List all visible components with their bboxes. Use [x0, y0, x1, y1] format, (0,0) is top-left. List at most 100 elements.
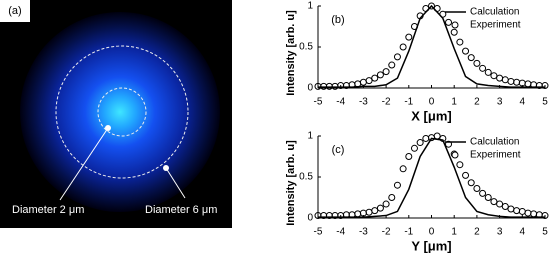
- panel-label: (c): [332, 144, 345, 156]
- experiment-point: [405, 153, 413, 160]
- experiment-point: [433, 132, 441, 140]
- experiment-point: [371, 207, 379, 215]
- experiment-point: [433, 4, 441, 12]
- experiment-point: [354, 80, 362, 88]
- experiment-point: [479, 64, 487, 72]
- panel-label: (a): [8, 5, 21, 17]
- experiment-point: [513, 78, 521, 86]
- experiment-point: [450, 28, 458, 36]
- x-tick-label: -1: [404, 227, 413, 238]
- annotation: Diameter 6 μm: [145, 204, 217, 216]
- experiment-point: [462, 47, 470, 55]
- x-tick-label: -4: [336, 227, 345, 238]
- experiment-point: [365, 77, 373, 85]
- y-tick-label: 0: [307, 83, 313, 94]
- y-axis-title: Intensity [arb. u]: [285, 140, 297, 226]
- experiment-point: [541, 82, 549, 90]
- x-axis-title: X [μm]: [411, 108, 451, 123]
- experiment-point: [462, 171, 470, 179]
- legend-label: Calculation: [470, 7, 519, 18]
- x-tick-label: 4: [520, 227, 526, 238]
- experiment-point: [456, 161, 464, 169]
- x-tick-label: 3: [497, 97, 503, 108]
- experiment-point: [410, 144, 418, 152]
- legend-swatch: [451, 21, 459, 29]
- x-tick-label: 4: [520, 97, 526, 108]
- legend-label: Experiment: [470, 150, 521, 161]
- experiment-point: [513, 207, 521, 215]
- experiment-point: [382, 68, 390, 76]
- x-tick-label: 1: [451, 97, 457, 108]
- experiment-point: [484, 194, 492, 201]
- experiment-point: [473, 59, 481, 67]
- experiment-point: [422, 134, 430, 142]
- x-axis-title: Y [μm]: [411, 238, 451, 253]
- experiment-point: [445, 18, 453, 26]
- x-tick-label: -2: [382, 97, 391, 108]
- legend-label: Calculation: [470, 137, 519, 148]
- image-panel: (a) Diameter 2 μm Diameter 6 μm: [0, 0, 232, 228]
- experiment-point: [541, 212, 549, 220]
- y-axis-title: Intensity [arb. u]: [285, 10, 297, 96]
- experiment-point: [496, 200, 504, 208]
- experiment-point: [376, 204, 384, 212]
- experiment-point: [416, 12, 424, 20]
- experiment-point: [393, 181, 401, 189]
- x-tick-label: 0: [429, 227, 435, 238]
- experiment-point: [501, 203, 509, 211]
- experiment-point: [405, 33, 413, 41]
- legend-label: Experiment: [470, 20, 521, 31]
- y-tick-label: 1: [307, 131, 313, 142]
- experiment-point: [456, 38, 464, 46]
- circle-2um: [97, 87, 147, 137]
- experiment-point: [399, 43, 407, 51]
- x-tick-label: 3: [497, 227, 503, 238]
- experiment-point: [473, 184, 481, 192]
- experiment-point: [490, 72, 498, 80]
- experiment-point: [501, 76, 509, 84]
- experiment-point: [467, 54, 475, 62]
- experiment-point: [428, 2, 435, 10]
- y-tick-label: 0.5: [299, 172, 313, 183]
- experiment-point: [439, 134, 447, 142]
- annotation: Diameter 2 μm: [12, 204, 84, 216]
- experiment-point: [388, 61, 396, 69]
- x-tick-label: 0: [429, 97, 435, 108]
- legend-swatch: [451, 151, 459, 159]
- beam-spot: [20, 12, 220, 212]
- y-tick-label: 1: [307, 1, 313, 12]
- x-tick-label: -2: [382, 227, 391, 238]
- x-tick-label: 2: [474, 97, 480, 108]
- experiment-point: [388, 194, 396, 201]
- y-tick-label: 0.5: [299, 42, 313, 53]
- experiment-point: [484, 68, 492, 76]
- x-tick-label: -3: [359, 227, 368, 238]
- x-tick-label: 1: [451, 227, 457, 238]
- experiment-point: [376, 71, 384, 79]
- experiment-point: [422, 4, 430, 12]
- pointer-line: [59, 127, 109, 201]
- experiment-point: [524, 80, 532, 88]
- experiment-point: [371, 74, 379, 82]
- x-tick-label: -4: [336, 97, 345, 108]
- x-tick-label: -5: [314, 227, 323, 238]
- x-tick-label: -5: [314, 97, 323, 108]
- x-tick-label: -1: [404, 97, 413, 108]
- experiment-point: [365, 208, 373, 216]
- label-box: [0, 0, 30, 22]
- experiment-point: [507, 77, 515, 85]
- experiment-point: [518, 207, 526, 215]
- experiment-point: [439, 10, 447, 18]
- x-tick-label: -3: [359, 97, 368, 108]
- experiment-point: [530, 210, 538, 218]
- experiment-point: [354, 210, 362, 218]
- experiment-point: [490, 198, 498, 206]
- experiment-point: [496, 74, 504, 82]
- experiment-point: [416, 139, 424, 147]
- x-tick-label: 2: [474, 227, 480, 238]
- x-tick-label: 5: [542, 97, 548, 108]
- pointer-line: [165, 167, 186, 199]
- experiment-point: [445, 140, 453, 148]
- experiment-point: [479, 189, 487, 197]
